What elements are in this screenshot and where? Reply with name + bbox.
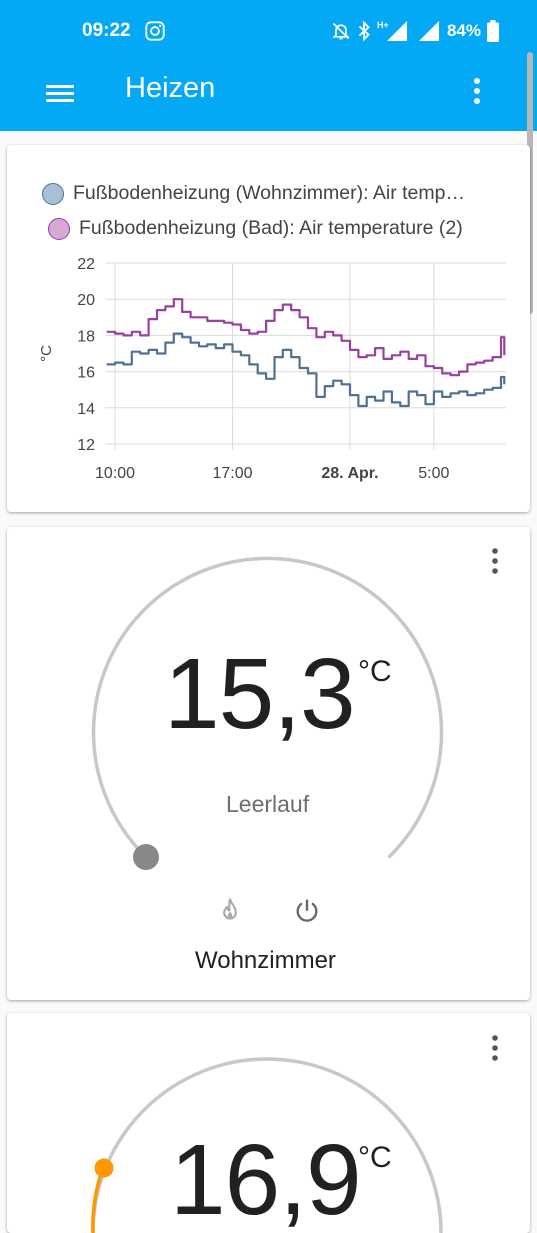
battery-icon (487, 20, 499, 42)
x-tick-label: 5:00 (418, 465, 449, 482)
battery-percent: 84% (447, 21, 481, 41)
power-icon[interactable] (293, 896, 321, 926)
instagram-icon (144, 20, 166, 42)
signal-icon: H+ (377, 19, 411, 43)
svg-text:H+: H+ (377, 20, 389, 30)
status-bar: 09:22 H+ 84% (0, 0, 537, 62)
current-temperature: 15,3 (164, 637, 355, 752)
thermostat-card-wohnzimmer: 15,3 °C Leerlauf Wohnzimmer (7, 527, 530, 1000)
current-temperature-2: 16,9 (170, 1123, 361, 1233)
temperature-line-chart[interactable]: 12 14 16 18 20 22 10:00 17:00 28. Apr. 5:00 °C (7, 145, 530, 512)
page-title: Heizen (125, 72, 215, 105)
y-tick-label: 12 (77, 437, 95, 454)
status-time: 09:22 (82, 20, 131, 42)
y-tick-label: 20 (77, 292, 95, 309)
hamburger-icon[interactable] (44, 77, 76, 109)
y-tick-label: 18 (77, 328, 95, 345)
hvac-action-label: Leerlauf (226, 791, 309, 818)
heating-arc-2 (93, 1168, 103, 1233)
y-tick-label: 16 (77, 365, 95, 382)
x-tick-label: 28. Apr. (321, 465, 378, 482)
thermostat-name: Wohnzimmer (195, 947, 336, 975)
series-line-1 (107, 299, 505, 375)
setpoint-handle (133, 844, 159, 870)
setpoint-handle-2 (95, 1159, 114, 1178)
thermostat-card-2: 16,9 °C (7, 1013, 530, 1233)
bluetooth-icon (357, 20, 371, 42)
history-graph-card[interactable]: Fußbodenheizung (Wohnzimmer): Air temp… … (7, 145, 530, 512)
x-tick-label: 10:00 (95, 465, 135, 482)
series-line-0 (107, 334, 505, 406)
y-tick-label: 14 (77, 401, 95, 418)
y-tick-label: 22 (77, 256, 95, 273)
mute-icon (331, 20, 351, 42)
flame-icon[interactable] (216, 896, 244, 926)
temperature-unit: °C (358, 655, 392, 689)
x-tick-label: 17:00 (212, 465, 252, 482)
temperature-unit-2: °C (358, 1141, 392, 1175)
app-header: 09:22 H+ 84% (0, 0, 537, 131)
thermostat-dial[interactable] (7, 527, 530, 1000)
signal-icon-2 (417, 19, 441, 43)
toolbar: Heizen (0, 62, 537, 131)
more-vertical-icon[interactable] (464, 74, 490, 108)
y-axis-label: °C (38, 345, 55, 362)
